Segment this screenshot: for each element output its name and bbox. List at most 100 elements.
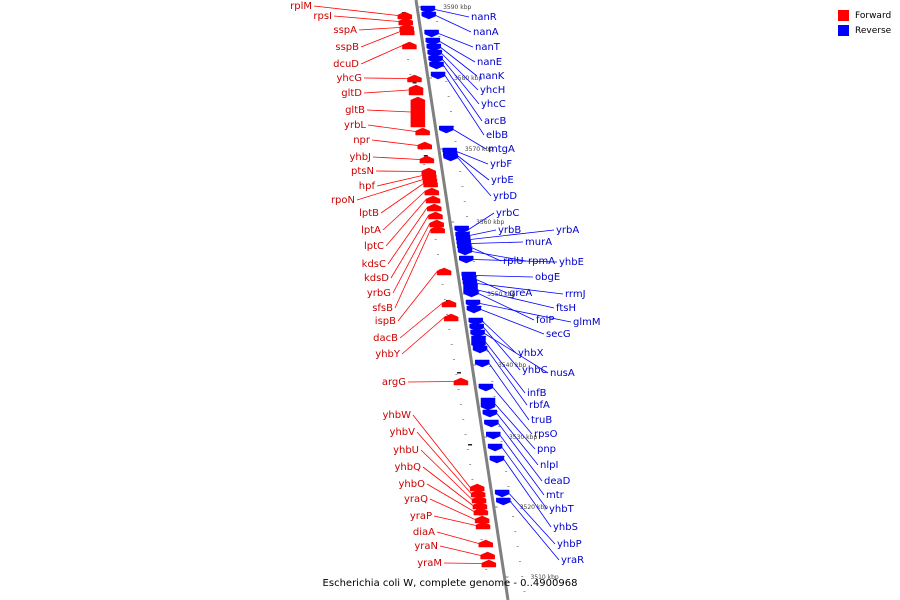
reverse-leader-line	[479, 303, 572, 323]
forward-gene-arrow	[407, 74, 422, 83]
reverse-gene-label: yrbF	[490, 159, 512, 170]
reverse-gene-arrow	[487, 443, 503, 452]
reverse-leader-line	[438, 33, 474, 48]
reverse-gene-arrow	[426, 43, 441, 52]
reverse-gene-label: obgE	[535, 272, 560, 283]
forward-leader-line	[439, 545, 481, 556]
forward-gene-arrow	[430, 225, 445, 234]
minor-marker	[466, 216, 469, 217]
forward-leader-line	[371, 139, 418, 146]
forward-gene-label: yhbV	[390, 427, 416, 438]
minor-marker	[507, 486, 510, 487]
reverse-gene-arrow	[474, 359, 490, 368]
reverse-gene-arrow	[485, 431, 501, 440]
minor-marker	[463, 201, 466, 202]
tick-label: 3520 kbp	[520, 504, 548, 511]
forward-gene-arrow	[397, 11, 413, 20]
reverse-leader-line	[501, 447, 548, 510]
reverse-gene-label: yhbX	[518, 348, 544, 359]
minor-marker	[486, 351, 489, 352]
forward-leader-line	[380, 183, 424, 214]
reverse-gene-label: arcB	[484, 116, 507, 127]
forward-leader-line	[313, 5, 398, 16]
reverse-leader-line	[486, 349, 528, 406]
forward-gene-label: lptA	[361, 225, 381, 236]
forward-gene-arrow	[415, 127, 430, 136]
forward-gene-arrow	[400, 27, 415, 36]
forward-gene-label: lptB	[359, 208, 379, 219]
minor-marker	[472, 261, 475, 262]
minor-marker	[485, 569, 488, 570]
reverse-leader-line	[484, 333, 549, 374]
forward-leader-line	[392, 223, 431, 294]
forward-gene-label: rpsI	[313, 11, 332, 22]
minor-marker	[461, 186, 464, 187]
forward-gene-label: sfsB	[372, 303, 393, 314]
reverse-gene-arrow	[454, 225, 469, 234]
minor-marker	[518, 561, 521, 562]
forward-gene-arrow	[471, 495, 487, 504]
reverse-leader-line	[443, 65, 483, 122]
forward-leader-line	[367, 124, 416, 132]
reverse-gene-label: yraR	[561, 555, 584, 566]
forward-gene-label: yhbJ	[349, 152, 371, 163]
reverse-leader-line	[482, 321, 517, 354]
reverse-leader-line	[442, 59, 480, 105]
reverse-leader-line	[469, 229, 497, 236]
reverse-gene-label: elbB	[486, 130, 508, 141]
minor-marker	[436, 254, 439, 255]
legend-label-reverse: Reverse	[855, 25, 892, 36]
minor-marker	[438, 36, 441, 37]
reverse-gene-label: infB	[527, 388, 547, 399]
forward-leader-line	[394, 229, 432, 309]
minor-marker	[446, 314, 449, 315]
tick-label: 3540 kbp	[498, 362, 526, 369]
forward-leader-line	[375, 170, 422, 172]
reverse-labels: nanR nanA nanT nanE nanK yhcH yhcC arcB elbB mtgA…	[434, 9, 601, 566]
forward-gene-label: argG	[382, 377, 406, 388]
forward-leader-line	[416, 431, 472, 494]
forward-gene-arrow	[472, 501, 488, 510]
reverse-leader-line	[508, 493, 556, 545]
forward-leader-line	[397, 271, 438, 322]
reverse-gene-label: deaD	[544, 476, 571, 487]
forward-gene-label: sspA	[333, 25, 357, 36]
forward-leader-line	[412, 414, 471, 488]
minor-marker	[491, 381, 494, 382]
reverse-gene-label: nanA	[473, 27, 499, 38]
forward-gene-arrow	[402, 41, 417, 50]
reverse-gene-label: yhbE	[559, 257, 584, 268]
legend-label-forward: Forward	[855, 10, 892, 21]
minor-marker	[459, 171, 462, 172]
reverse-gene-label: murA	[525, 237, 552, 248]
reverse-gene-arrow	[457, 247, 473, 256]
minor-marker	[455, 374, 458, 375]
reverse-leader-line	[468, 212, 495, 230]
forward-gene-arrow	[474, 515, 490, 524]
forward-leader-line	[385, 199, 427, 247]
reverse-gene-label: yhbT	[549, 504, 575, 515]
minor-marker	[454, 141, 457, 142]
forward-gene-arrow	[473, 507, 489, 516]
forward-gene-arrow	[427, 203, 442, 212]
minor-marker	[471, 479, 474, 480]
reverse-gene-label: yhbC	[522, 365, 548, 376]
reverse-leader-line	[476, 279, 508, 294]
forward-gene-label: gltD	[341, 88, 362, 99]
reverse-gene-label: yhcC	[481, 99, 506, 110]
minor-marker	[500, 441, 503, 442]
tick-label: 3560 kbp	[476, 219, 504, 226]
reverse-gene-label: yrbE	[491, 175, 514, 186]
minor-marker	[462, 419, 465, 420]
reverse-gene-label: yrbD	[493, 191, 517, 202]
forward-gene-arrow	[481, 559, 497, 568]
reverse-gene-label: nusA	[550, 368, 575, 379]
reverse-gene-label: yhbS	[553, 522, 578, 533]
reverse-leader-line	[440, 47, 478, 77]
forward-leader-line	[422, 466, 474, 506]
forward-gene-label: yrbL	[344, 120, 366, 131]
minor-marker	[464, 434, 467, 435]
reverse-leader-line	[439, 41, 476, 63]
